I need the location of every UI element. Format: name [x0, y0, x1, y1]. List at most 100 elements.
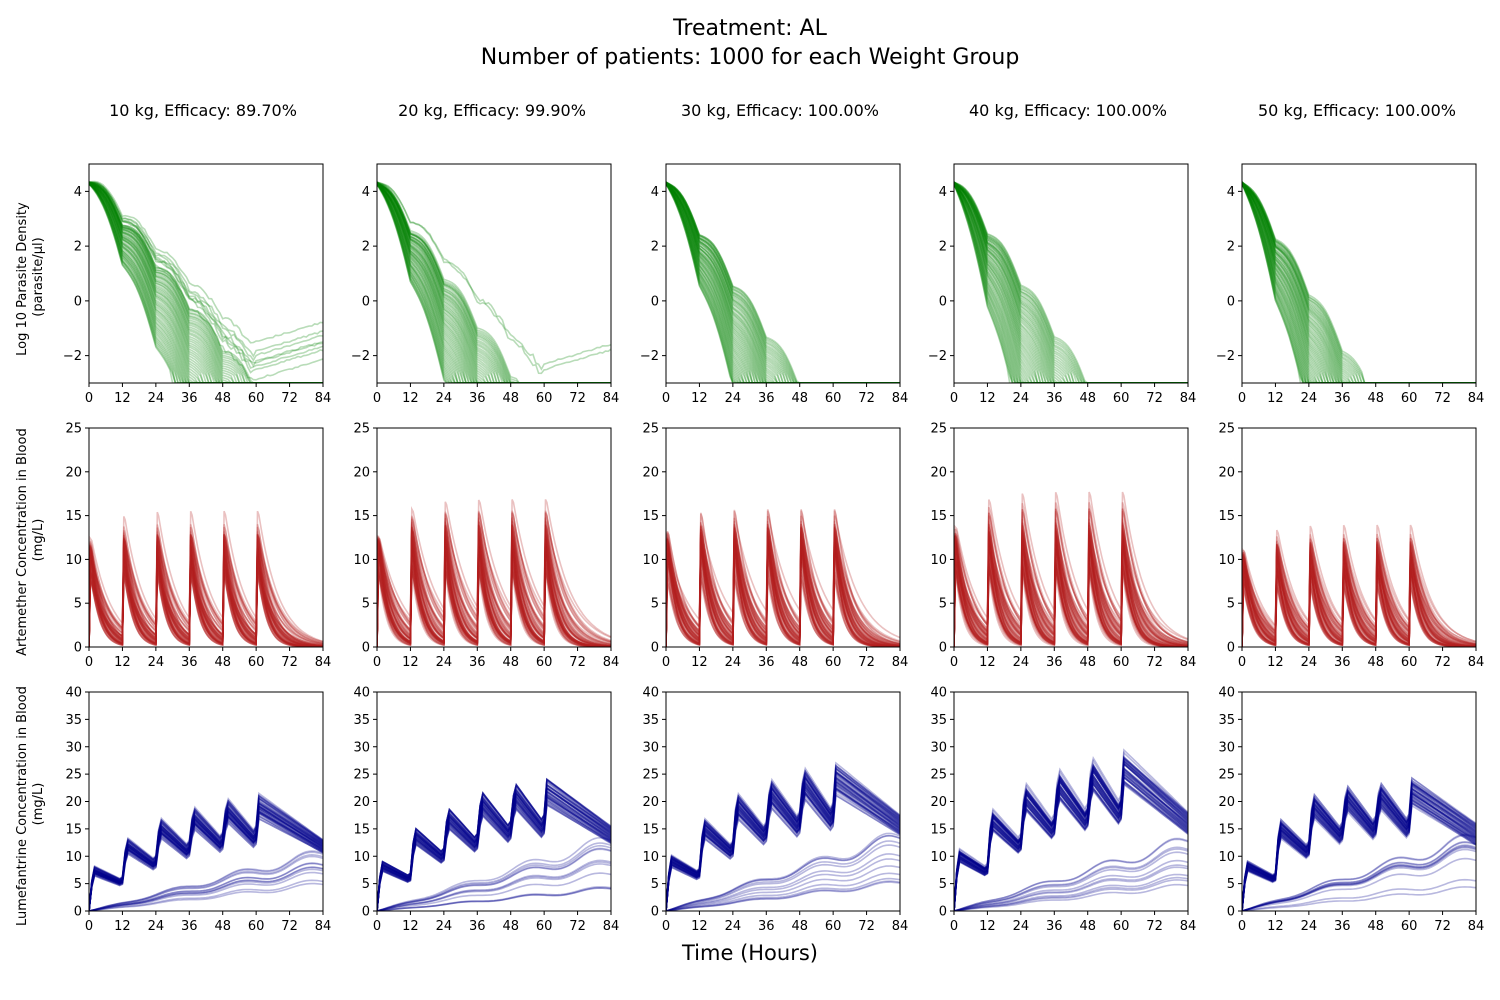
patient-trace — [954, 766, 1188, 911]
patient-trace — [1242, 797, 1476, 911]
patient-trace — [377, 786, 611, 911]
patient-trace — [1242, 182, 1476, 383]
patient-trace — [89, 862, 323, 911]
patient-trace — [1242, 182, 1476, 383]
patient-trace — [377, 872, 611, 911]
y-tick-label: 40 — [65, 686, 82, 701]
patient-trace — [666, 775, 900, 911]
x-tick-label: 60 — [248, 391, 265, 406]
x-tick-label: 84 — [892, 919, 909, 934]
patient-trace — [89, 182, 323, 383]
x-tick-label: 12 — [1267, 655, 1284, 670]
patient-trace — [666, 783, 900, 911]
panel-lumefantrine-4: 0 12 24 36 48 60 72 84 0 5 10 15 20 25 30 35 40 — [930, 686, 1196, 935]
patient-trace — [666, 777, 900, 911]
patient-trace — [954, 182, 1188, 383]
patient-trace — [1242, 183, 1476, 383]
patient-trace — [666, 181, 900, 383]
patient-trace — [1242, 793, 1476, 911]
patient-trace — [954, 781, 1188, 911]
patient-trace — [1242, 183, 1476, 383]
patient-trace — [89, 565, 323, 647]
patient-trace — [89, 510, 323, 647]
patient-trace — [954, 550, 1188, 647]
x-tick-label: 36 — [181, 655, 198, 670]
patient-trace — [1242, 886, 1476, 911]
patient-trace — [377, 524, 611, 647]
patient-trace — [666, 183, 900, 383]
patient-trace — [377, 184, 611, 383]
patient-trace — [1242, 574, 1476, 647]
patient-trace — [954, 183, 1188, 383]
x-tick-label: 0 — [85, 655, 93, 670]
patient-trace — [89, 559, 323, 647]
patient-trace — [377, 787, 611, 911]
patient-trace — [89, 851, 323, 911]
patient-trace — [954, 848, 1188, 911]
y-tick-label: 15 — [65, 822, 82, 837]
patient-trace — [666, 542, 900, 647]
x-tick-label: 60 — [536, 391, 553, 406]
patient-trace — [1242, 183, 1476, 383]
patient-trace — [377, 183, 611, 383]
patient-trace — [89, 183, 323, 383]
patient-trace — [89, 181, 323, 383]
patient-trace — [1242, 848, 1476, 911]
patient-trace — [666, 182, 900, 383]
patient-trace — [377, 777, 611, 911]
patient-trace — [377, 183, 611, 383]
patient-trace — [1242, 878, 1476, 911]
patient-trace — [89, 794, 323, 911]
y-tick-label: 10 — [930, 553, 947, 568]
patient-trace — [1242, 562, 1476, 647]
x-tick-label: 24 — [1301, 391, 1318, 406]
y-tick-label: 0 — [1227, 641, 1235, 656]
patient-trace — [954, 557, 1188, 647]
patient-trace — [377, 786, 611, 911]
patient-trace — [377, 778, 611, 911]
x-tick-label: 24 — [1013, 391, 1030, 406]
patient-trace — [954, 864, 1188, 911]
patient-trace — [666, 183, 900, 383]
patient-trace — [89, 526, 323, 647]
y-tick-label: 15 — [930, 822, 947, 837]
patient-trace — [954, 543, 1188, 647]
patient-trace — [89, 563, 323, 647]
patient-trace — [1242, 182, 1476, 383]
x-tick-label: 60 — [536, 655, 553, 670]
patient-trace — [954, 556, 1188, 647]
patient-trace — [89, 871, 323, 911]
patient-trace — [954, 775, 1188, 911]
patient-trace — [1242, 798, 1476, 911]
patient-trace — [89, 796, 323, 911]
patient-trace — [89, 805, 323, 911]
patient-trace — [89, 542, 323, 647]
patient-trace — [89, 181, 323, 383]
x-tick-label: 48 — [214, 919, 231, 934]
x-tick-label: 48 — [1079, 655, 1096, 670]
patient-trace — [89, 564, 323, 647]
patient-trace — [954, 182, 1188, 383]
x-tick-label: 36 — [469, 919, 486, 934]
patient-trace — [89, 544, 323, 647]
patient-trace — [1242, 182, 1476, 383]
patient-trace — [954, 182, 1188, 383]
patient-trace — [89, 882, 323, 911]
y-tick-label: 20 — [1218, 795, 1235, 810]
x-tick-label: 0 — [1238, 919, 1246, 934]
patient-trace — [954, 566, 1188, 647]
patient-trace — [666, 539, 900, 647]
patient-trace — [1242, 794, 1476, 911]
patient-trace — [1242, 557, 1476, 647]
patient-trace — [954, 751, 1188, 911]
patient-trace — [954, 537, 1188, 647]
x-tick-label: 36 — [1334, 919, 1351, 934]
patient-trace — [89, 181, 323, 374]
patient-trace — [377, 182, 611, 383]
x-tick-label: 36 — [1334, 391, 1351, 406]
patient-trace — [954, 757, 1188, 911]
patient-trace — [89, 797, 323, 911]
patient-trace — [954, 537, 1188, 647]
